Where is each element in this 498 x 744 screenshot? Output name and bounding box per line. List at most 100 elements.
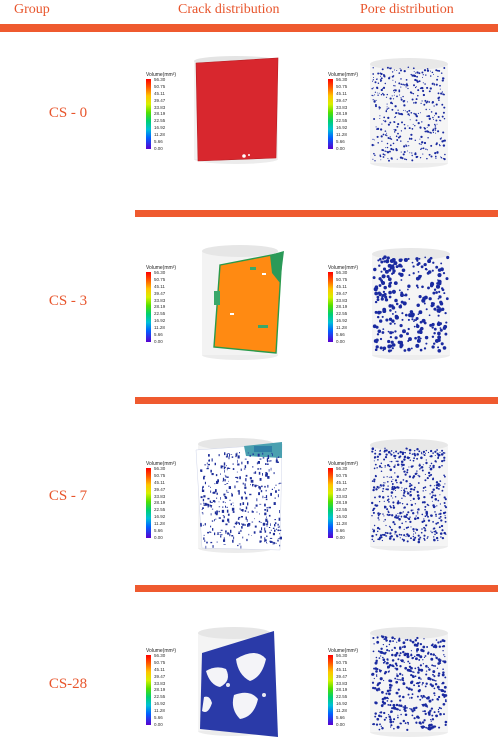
legend-tick-label: 56.30 — [154, 653, 166, 658]
row-divider-2 — [135, 397, 498, 404]
legend-tick-label: 39.47 — [336, 673, 348, 679]
legend-tick-label: 56.30 — [154, 466, 166, 471]
pore-specimen-cs0 — [370, 58, 448, 168]
legend-tick-label: 39.47 — [154, 486, 166, 492]
legend-tick-label: 28.19 — [336, 304, 348, 310]
legend-tick-label: 39.47 — [154, 290, 166, 296]
legend-tick-label: 0.00 — [336, 145, 345, 151]
legend-tick-label: 16.92 — [154, 514, 166, 520]
pore-specimen-cs7 — [370, 439, 448, 551]
legend-tick-label: 5.66 — [154, 715, 163, 721]
legend-color-bar — [328, 79, 333, 149]
legend-tick-label: 50.75 — [154, 83, 166, 89]
legend-tick-label: 5.66 — [336, 332, 345, 338]
legend-tick-label: 28.19 — [154, 500, 166, 506]
legend-tick-label: 45.11 — [154, 666, 165, 672]
legend-title: Volume(mm³) — [146, 72, 177, 78]
legend-tick-label: 45.11 — [336, 283, 347, 289]
legend-color-bar — [146, 272, 151, 342]
legend-tick-label: 28.19 — [336, 687, 348, 693]
legend-tick-label: 5.66 — [336, 139, 345, 145]
legend-title: Volume(mm³) — [328, 648, 359, 654]
legend-tick-label: 0.00 — [336, 721, 345, 727]
legend-tick-label: 22.55 — [336, 311, 348, 317]
row-divider-3 — [135, 585, 498, 592]
legend-title: Volume(mm³) — [146, 648, 177, 654]
legend-tick-label: 39.47 — [154, 97, 166, 103]
legend-tick-label: 22.55 — [336, 118, 348, 124]
legend-tick-label: 5.66 — [336, 715, 345, 721]
legend-tick-label: 0.00 — [154, 145, 163, 151]
column-header-pore: Pore distribution — [360, 2, 454, 17]
legend-tick-label: 16.92 — [336, 318, 348, 324]
legend-tick-label: 28.19 — [154, 304, 166, 310]
legend-tick-label: 33.83 — [336, 297, 348, 303]
legend-pore-cs0: Volume(mm³) 56.30 50.75 45.11 39.47 33.83 28.1… — [328, 72, 388, 152]
legend-tick-label: 22.55 — [154, 118, 166, 124]
legend-tick-label: 56.30 — [336, 653, 348, 658]
legend-tick-label: 16.92 — [336, 125, 348, 131]
legend-tick-label: 33.83 — [154, 297, 166, 303]
legend-tick-label: 39.47 — [336, 290, 348, 296]
crack-specimen-cs7 — [195, 438, 283, 553]
legend-tick-label: 56.30 — [154, 77, 166, 82]
legend-tick-label: 56.30 — [336, 466, 348, 471]
legend-tick-label: 50.75 — [336, 276, 348, 282]
legend-tick-label: 33.83 — [154, 680, 166, 686]
legend-tick-label: 22.55 — [154, 694, 166, 700]
legend-tick-label: 39.47 — [154, 673, 166, 679]
group-label-cs3: CS - 3 — [48, 293, 88, 309]
legend-tick-label: 11.28 — [336, 708, 347, 714]
legend-tick-label: 5.66 — [154, 528, 163, 534]
legend-tick-label: 45.11 — [154, 90, 165, 96]
legend-title: Volume(mm³) — [146, 265, 177, 271]
legend-tick-label: 16.92 — [336, 701, 348, 707]
legend-tick-label: 22.55 — [336, 507, 348, 513]
legend-tick-label: 28.19 — [336, 500, 348, 506]
legend-title: Volume(mm³) — [328, 265, 359, 271]
legend-tick-label: 16.92 — [154, 701, 166, 707]
legend-tick-label: 39.47 — [336, 486, 348, 492]
legend-pore-cs7: Volume(mm³) 56.30 50.75 45.11 39.47 33.83 28.1… — [328, 461, 388, 541]
legend-tick-label: 11.28 — [154, 708, 165, 714]
legend-tick-label: 50.75 — [154, 472, 166, 478]
crack-specimen-cs3 — [202, 245, 284, 360]
crack-specimen-cs0 — [194, 56, 279, 164]
legend-tick-label: 33.83 — [154, 493, 166, 499]
legend-tick-label: 56.30 — [336, 77, 348, 82]
legend-tick-label: 45.11 — [154, 479, 165, 485]
legend-tick-label: 50.75 — [336, 472, 348, 478]
header-divider — [0, 24, 498, 32]
legend-tick-label: 11.28 — [336, 132, 347, 138]
row-divider-1 — [135, 210, 498, 217]
legend-tick-label: 11.28 — [154, 521, 165, 527]
legend-tick-label: 5.66 — [154, 139, 163, 145]
legend-tick-label: 28.19 — [154, 111, 166, 117]
legend-title: Volume(mm³) — [328, 72, 359, 78]
legend-tick-label: 45.11 — [336, 90, 347, 96]
legend-tick-label: 33.83 — [336, 104, 348, 110]
legend-crack-cs3: Volume(mm³) 56.30 50.75 45.11 39.47 33.83 28.1… — [146, 265, 206, 345]
legend-tick-label: 0.00 — [154, 338, 163, 344]
legend-tick-label: 5.66 — [336, 528, 345, 534]
legend-color-bar — [328, 272, 333, 342]
legend-tick-label: 0.00 — [336, 338, 345, 344]
legend-title: Volume(mm³) — [146, 461, 177, 467]
column-header-group: Group — [14, 2, 50, 17]
legend-tick-label: 50.75 — [336, 659, 348, 665]
legend-crack-cs0: Volume(mm³) 56.30 50.75 45.11 39.47 33.83 28.1… — [146, 72, 206, 152]
legend-tick-label: 39.47 — [336, 97, 348, 103]
legend-color-bar — [328, 468, 333, 538]
legend-tick-label: 0.00 — [154, 534, 163, 540]
legend-tick-label: 28.19 — [154, 687, 166, 693]
legend-tick-label: 0.00 — [154, 721, 163, 727]
legend-tick-label: 45.11 — [154, 283, 165, 289]
legend-color-bar — [146, 468, 151, 538]
legend-tick-label: 45.11 — [336, 666, 347, 672]
crack-specimen-cs28 — [198, 627, 278, 737]
legend-tick-label: 50.75 — [154, 659, 166, 665]
legend-crack-cs7: Volume(mm³) 56.30 50.75 45.11 39.47 33.83 28.1… — [146, 461, 206, 541]
pore-specimen-cs3 — [372, 248, 450, 360]
pore-specimen-cs28 — [370, 627, 448, 737]
legend-tick-label: 22.55 — [154, 311, 166, 317]
